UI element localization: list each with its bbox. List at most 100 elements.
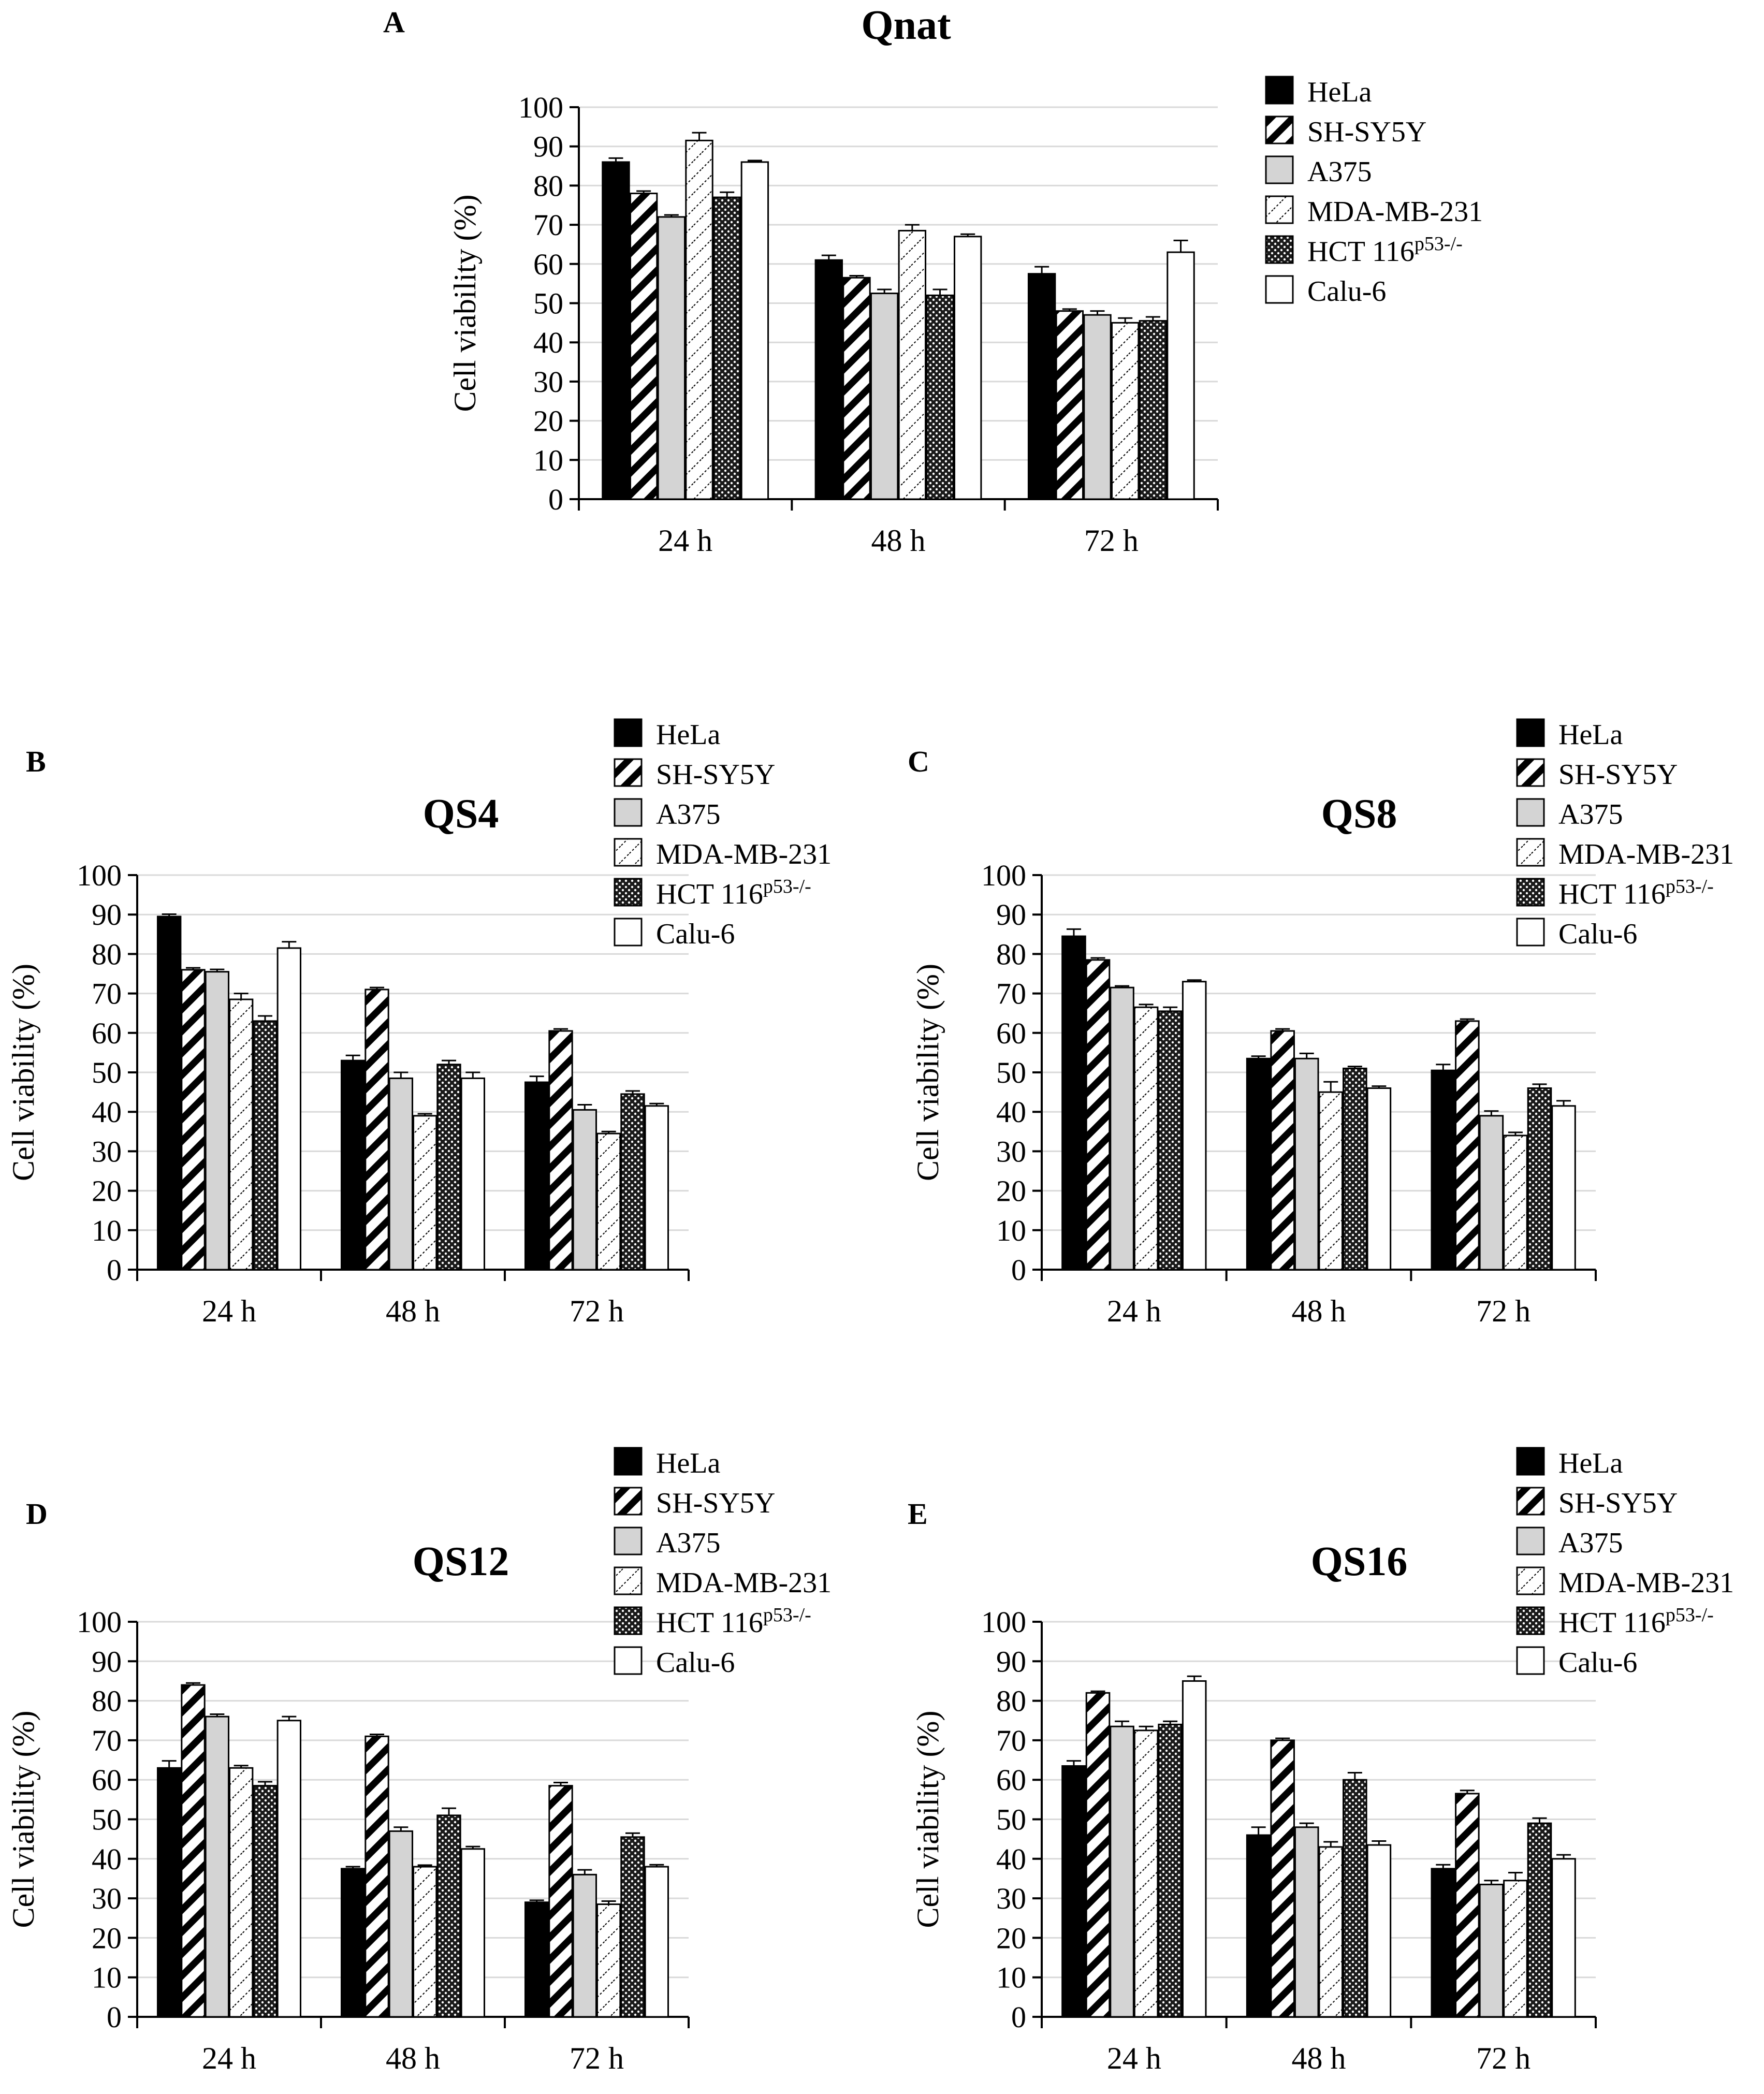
bar-sh-sy5y [548,1785,573,2018]
legend-superscript: p53-/- [1415,233,1463,255]
x-tick-label: 72 h [570,2041,624,2075]
y-tick-label: 80 [996,1684,1026,1718]
legend-swatch [614,1606,643,1635]
legend-swatch [1265,155,1294,184]
legend-label: HeLa [1558,719,1623,751]
bar-a375 [1083,314,1112,500]
legend-swatch [614,1566,643,1595]
bar-sh-sy5y [1270,1030,1295,1271]
x-tick-label: 72 h [570,1294,624,1328]
bar-a375 [205,971,230,1271]
y-axis-label: Cell viability (%) [911,1711,945,1928]
legend-label: Calu-6 [1558,918,1637,950]
bar-sh-sy5y [365,1735,389,2018]
y-tick-label: 100 [981,1605,1026,1639]
bar-hela [1061,1765,1086,2018]
legend-swatch [1516,838,1545,867]
legend-label: MDA-MB-231 [656,838,832,870]
bar-hela [1431,1069,1456,1271]
y-tick-label: 60 [996,1763,1026,1797]
bar-a375 [1479,1115,1504,1271]
y-tick-label: 100 [77,859,122,892]
legend-superscript: p53-/- [1666,1604,1714,1626]
y-tick-label: 0 [1011,2000,1026,2034]
panel-label: C [908,745,929,778]
panel-label: D [26,1497,48,1531]
y-tick-label: 20 [533,404,563,438]
bar-hct-116 [1158,1723,1183,2018]
bar-hela [524,1081,549,1271]
bar-a375 [1479,1883,1504,2018]
bar-calu-6 [740,161,769,500]
chart-panel-d: D QS12 0 10 20 30 40 50 60 70 80 90 100 Cell viabilit… [6,1447,832,2075]
legend-swatch [614,1646,643,1675]
bar-sh-sy5y [842,277,871,500]
legend-superscript: p53-/- [763,876,811,897]
bar-mda-mb-231 [1318,1091,1344,1271]
bar-calu-6 [1366,1844,1392,2018]
panel-label: A [383,5,405,39]
bar-hct-116 [1343,1067,1367,1271]
legend-swatch [1516,1606,1545,1635]
x-tick-label: 48 h [386,1294,440,1328]
x-tick-label: 48 h [386,2041,440,2075]
y-tick-label: 70 [533,208,563,242]
bar-a375 [1294,1826,1319,2018]
x-tick-label: 24 h [658,524,712,558]
bar-sh-sy5y [548,1030,573,1271]
legend-swatch [1265,115,1294,144]
legend-label: A375 [656,798,720,831]
legend-label: HCT 116p53-/- [656,1604,811,1639]
y-tick-label: 0 [548,483,563,516]
y-tick-label: 70 [92,1724,122,1757]
bar-hela [814,259,843,500]
legend-swatch [614,1447,643,1476]
legend-label: A375 [1307,156,1372,188]
legend-swatch [614,1487,643,1516]
y-tick-label: 20 [996,1174,1026,1208]
bar-calu-6 [460,1077,486,1271]
legend-label: Calu-6 [1558,1647,1637,1679]
bar-calu-6 [1167,251,1195,500]
legend-swatch [614,758,643,787]
x-tick-label: 72 h [1476,2041,1530,2075]
y-tick-label: 50 [92,1803,122,1837]
chart-title: QS12 [413,1539,509,1584]
chart-title: QS16 [1311,1539,1408,1584]
legend-label: HCT 116p53-/- [1307,233,1463,268]
legend-swatch [1516,878,1545,907]
y-tick-label: 30 [996,1135,1026,1168]
y-axis-label: Cell viability (%) [911,964,945,1181]
bar-hela [340,1059,366,1271]
chart-panel-c: C QS8 0 10 20 30 40 50 60 70 80 90 100 Cell viability… [908,718,1734,1328]
legend-label: HCT 116p53-/- [656,876,811,910]
bar-mda-mb-231 [1111,322,1140,500]
y-tick-label: 0 [107,2000,122,2034]
bar-hela [340,1868,366,2018]
legend-swatch [1516,1526,1545,1555]
legend-superscript: p53-/- [1666,876,1714,897]
y-tick-label: 50 [533,287,563,321]
bar-calu-6 [1182,1680,1207,2018]
chart-panel-e: E QS16 0 10 20 30 40 50 60 70 80 90 100 Cell viabilit… [908,1447,1734,2075]
bar-hct-116 [620,1093,645,1271]
legend-label: A375 [1558,798,1623,831]
bar-hela [602,161,630,500]
y-tick-label: 80 [92,1684,122,1718]
bar-calu-6 [460,1848,486,2018]
y-tick-label: 10 [996,1961,1026,1995]
legend-label: HeLa [656,719,721,751]
y-tick-label: 80 [92,937,122,971]
y-tick-label: 90 [533,130,563,164]
bar-sh-sy5y [181,969,206,1271]
y-tick-label: 100 [77,1605,122,1639]
bar-mda-mb-231 [898,229,927,500]
y-tick-label: 40 [92,1095,122,1129]
legend-swatch [1516,798,1545,827]
legend-label: HCT 116p53-/- [1558,876,1714,910]
bar-calu-6 [276,947,302,1271]
chart-title: QS8 [1321,791,1397,837]
y-tick-label: 60 [996,1016,1026,1050]
legend-label: SH-SY5Y [656,1487,775,1519]
